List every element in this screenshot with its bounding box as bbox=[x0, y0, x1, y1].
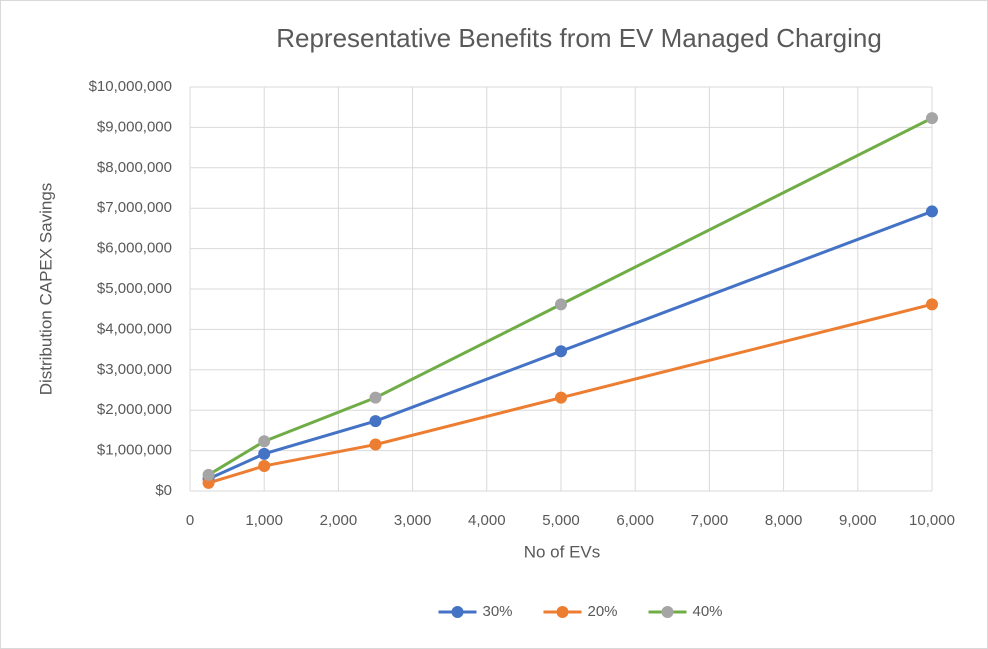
y-tick-label: $0 bbox=[155, 482, 172, 499]
x-tick-label: 6,000 bbox=[616, 512, 654, 529]
y-tick-label: $1,000,000 bbox=[97, 442, 172, 459]
x-tick-label: 3,000 bbox=[394, 512, 432, 529]
data-point bbox=[926, 205, 938, 218]
y-tick-label: $2,000,000 bbox=[97, 401, 172, 418]
x-tick-label: 8,000 bbox=[765, 512, 803, 529]
x-axis-label: No of EVs bbox=[524, 542, 601, 561]
data-point bbox=[258, 435, 271, 448]
y-tick-label: $10,000,000 bbox=[89, 78, 172, 95]
y-tick-label: $7,000,000 bbox=[97, 199, 172, 216]
x-tick-label: 10,000 bbox=[909, 512, 955, 529]
legend-marker bbox=[451, 606, 464, 618]
x-tick-label: 0 bbox=[186, 512, 194, 529]
legend-marker bbox=[556, 606, 569, 618]
data-point bbox=[369, 415, 382, 428]
data-point bbox=[258, 459, 271, 472]
y-tick-label: $4,000,000 bbox=[97, 320, 172, 337]
data-point bbox=[369, 438, 382, 451]
data-point bbox=[555, 391, 567, 404]
data-point bbox=[555, 298, 567, 311]
chart-title: Representative Benefits from EV Managed … bbox=[276, 23, 882, 53]
x-tick-label: 2,000 bbox=[320, 512, 358, 529]
x-tick-label: 1,000 bbox=[245, 512, 283, 529]
legend-label: 20% bbox=[588, 603, 618, 620]
data-point bbox=[926, 112, 938, 125]
x-tick-label: 9,000 bbox=[839, 512, 877, 529]
legend-label: 40% bbox=[693, 603, 723, 620]
x-tick-label: 5,000 bbox=[542, 512, 580, 529]
x-tick-label: 7,000 bbox=[691, 512, 729, 529]
data-point bbox=[258, 447, 271, 460]
x-tick-label: 4,000 bbox=[468, 512, 506, 529]
y-tick-label: $5,000,000 bbox=[97, 280, 172, 297]
y-tick-label: $3,000,000 bbox=[97, 361, 172, 378]
data-point bbox=[369, 391, 382, 404]
y-tick-label: $6,000,000 bbox=[97, 240, 172, 257]
legend-marker bbox=[661, 606, 674, 618]
data-point bbox=[926, 298, 938, 311]
y-tick-label: $8,000,000 bbox=[97, 159, 172, 176]
y-axis-label: Distribution CAPEX Savings bbox=[36, 183, 55, 396]
y-tick-label: $9,000,000 bbox=[97, 118, 172, 135]
data-point bbox=[202, 468, 215, 481]
legend-label: 30% bbox=[483, 603, 513, 620]
data-point bbox=[555, 345, 567, 358]
